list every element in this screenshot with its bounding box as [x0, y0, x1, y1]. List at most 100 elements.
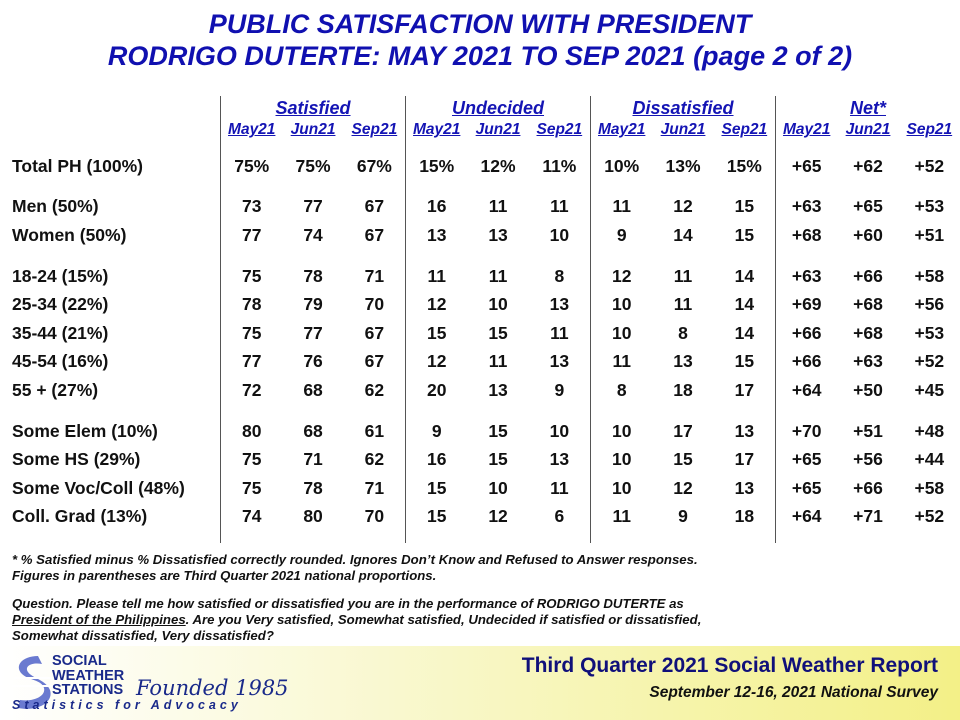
- data-cell: 77: [303, 322, 323, 343]
- gap-cell: [282, 250, 343, 262]
- row-label: Some Voc/Coll (48%): [12, 477, 185, 498]
- data-cell: 12: [590, 261, 653, 291]
- table-row: Some Elem (10%) 80 68 61 9 15 10 10 17 13 +70 +51 +4…: [8, 416, 960, 446]
- data-cell: +68: [853, 294, 883, 315]
- data-cell: 11: [405, 261, 468, 291]
- data-cell: +66: [853, 477, 883, 498]
- data-cell: 67: [364, 322, 385, 343]
- data-cell: 75: [220, 473, 283, 503]
- row-label: Some HS (29%): [12, 449, 141, 470]
- data-cell: 18: [734, 506, 755, 527]
- data-cell: 10: [488, 294, 508, 315]
- data-cell: 62: [364, 449, 385, 470]
- row-label: Men (50%): [12, 196, 99, 217]
- data-cell: +53: [914, 196, 945, 217]
- gap-cell: [220, 140, 283, 152]
- gap-cell: [220, 249, 283, 262]
- gap-cell: [714, 250, 776, 262]
- data-cell: 12: [673, 196, 693, 217]
- data-cell: 75: [220, 261, 283, 291]
- gap-cell: [529, 181, 591, 193]
- data-cell: 8: [678, 322, 688, 343]
- table-row: 45-54 (16%) 77 76 67 12 11 13 11 13 15 +66 +63 +52: [8, 347, 960, 377]
- gap-cell: [405, 180, 468, 193]
- period-header: Sep21: [906, 121, 953, 138]
- row-label: Total PH (100%): [12, 155, 143, 176]
- data-cell: 10: [590, 473, 653, 503]
- gap-cell: [344, 405, 406, 417]
- footnote-line-1: * % Satisfied minus % Dissatisfied corre…: [12, 552, 698, 567]
- gap-cell: [652, 250, 713, 262]
- gap-cell: [714, 405, 776, 417]
- period-header: May21: [405, 120, 468, 140]
- data-cell: 67: [364, 196, 385, 217]
- data-cell: 67: [364, 224, 385, 245]
- data-cell: 13: [734, 420, 755, 441]
- gap-cell: [652, 181, 713, 193]
- gap-cell: [529, 250, 591, 262]
- data-cell: 77: [220, 347, 283, 377]
- group-header-satisfied: Satisfied: [220, 96, 406, 120]
- data-cell: +70: [774, 416, 838, 446]
- data-cell: 10: [590, 445, 653, 474]
- title-line-1: PUBLIC SATISFACTION WITH PRESIDENT: [208, 9, 752, 39]
- data-cell: 80: [220, 416, 283, 446]
- gap-cell: [590, 180, 653, 193]
- gap-cell: [590, 531, 653, 544]
- gap-cell: [8, 531, 221, 543]
- data-cell: +65: [774, 445, 838, 474]
- data-cell: +65: [853, 196, 883, 217]
- row-gap: [8, 140, 960, 152]
- data-cell: 11: [550, 322, 569, 343]
- data-cell: 15: [673, 449, 693, 470]
- data-cell: 11%: [542, 155, 577, 176]
- data-cell: 72: [220, 376, 283, 405]
- gap-cell: [405, 531, 468, 544]
- gap-cell: [282, 181, 343, 193]
- data-cell: +56: [853, 449, 883, 470]
- gap-cell: [837, 531, 898, 543]
- data-cell: +63: [853, 351, 883, 372]
- table-row: 18-24 (15%) 75 78 71 11 11 8 12 11 14 +63 +66 +58: [8, 261, 960, 291]
- data-cell: 62: [364, 379, 385, 400]
- gap-cell: [774, 404, 838, 417]
- data-cell: 71: [303, 449, 323, 470]
- data-cell: 15: [488, 449, 508, 470]
- data-cell: +68: [853, 322, 883, 343]
- gap-cell: [714, 140, 776, 152]
- period-header: Jun21: [660, 121, 706, 138]
- data-cell: 13: [673, 351, 693, 372]
- gap-cell: [220, 531, 283, 544]
- data-cell: 11: [550, 196, 569, 217]
- gap-cell: [529, 140, 591, 152]
- data-cell: 10: [590, 416, 653, 446]
- sws-logo-icon: [12, 656, 54, 709]
- data-cell: 13: [488, 379, 508, 400]
- gap-cell: [282, 405, 343, 417]
- data-cell: +64: [774, 502, 838, 532]
- data-cell: 8: [554, 265, 565, 286]
- gap-cell: [8, 181, 221, 193]
- gap-cell: [774, 531, 838, 544]
- gap-cell: [899, 181, 960, 193]
- group-header-undecided: Undecided: [405, 96, 591, 120]
- footnote: * % Satisfied minus % Dissatisfied corre…: [12, 552, 698, 584]
- gap-cell: [405, 140, 468, 152]
- data-cell: 13%: [665, 155, 701, 176]
- report-subtitle: September 12-16, 2021 National Survey: [649, 684, 938, 701]
- data-cell: 11: [590, 192, 653, 222]
- gap-cell: [529, 531, 591, 543]
- data-cell: 9: [590, 221, 653, 250]
- data-cell: +71: [853, 506, 883, 527]
- period-header: Sep21: [351, 121, 398, 138]
- gap-cell: [344, 181, 406, 193]
- data-cell: 78: [303, 265, 323, 286]
- gap-cell: [405, 249, 468, 262]
- data-cell: 10: [590, 290, 653, 319]
- data-cell: 12%: [480, 155, 516, 176]
- data-cell: 75%: [295, 155, 331, 176]
- data-cell: 13: [549, 449, 570, 470]
- row-label: 18-24 (15%): [12, 265, 109, 286]
- data-cell: 15: [405, 502, 468, 532]
- data-cell: 15: [734, 224, 755, 245]
